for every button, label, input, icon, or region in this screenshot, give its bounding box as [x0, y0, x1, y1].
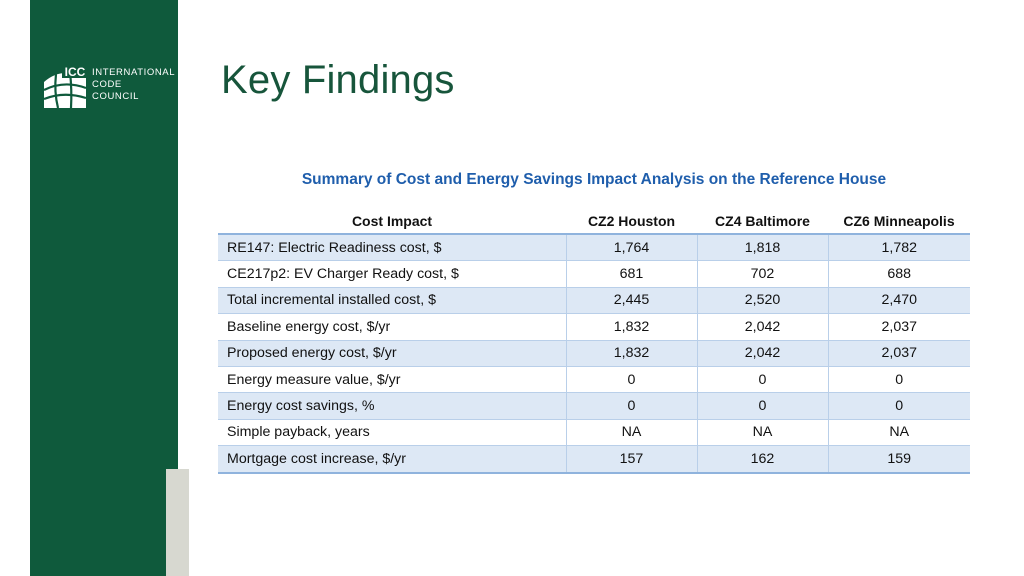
row-label: Energy cost savings, % [218, 392, 567, 420]
table-row: Energy measure value, $/yr 0 0 0 [218, 366, 970, 394]
row-label: Simple payback, years [218, 419, 567, 447]
cell-value: 688 [828, 260, 970, 288]
cost-summary-table: Cost Impact CZ2 Houston CZ4 Baltimore CZ… [218, 208, 970, 474]
row-label: Mortgage cost increase, $/yr [218, 445, 567, 474]
cell-value: 159 [828, 445, 970, 474]
cell-value: 1,832 [566, 313, 698, 341]
table-title: Summary of Cost and Energy Savings Impac… [301, 171, 887, 188]
header-cost-impact: Cost Impact [218, 208, 566, 235]
cell-value: 2,042 [697, 313, 829, 341]
cell-value: 0 [566, 392, 698, 420]
logo-wordmark: INTERNATIONAL CODE COUNCIL [92, 67, 175, 103]
header-cz4-baltimore: CZ4 Baltimore [697, 208, 828, 235]
header-cz2-houston: CZ2 Houston [566, 208, 697, 235]
cell-value: 1,832 [566, 340, 698, 367]
cell-value: 2,037 [828, 313, 970, 341]
cell-value: 0 [697, 392, 829, 420]
logo-letters: ICC [65, 65, 86, 79]
header-cz6-minneapolis: CZ6 Minneapolis [828, 208, 970, 235]
cell-value: 0 [697, 366, 829, 394]
logo-line-1: INTERNATIONAL [92, 67, 176, 78]
slide-title: Key Findings [221, 58, 455, 102]
cell-value: 2,042 [697, 340, 829, 367]
cell-value: 2,470 [828, 287, 970, 315]
row-label: RE147: Electric Readiness cost, $ [218, 234, 567, 262]
table-row: Total incremental installed cost, $ 2,44… [218, 287, 970, 315]
logo-line-3: COUNCIL [92, 91, 139, 102]
cell-value: 2,037 [828, 340, 970, 367]
cell-value: 702 [697, 260, 829, 288]
cell-value: 2,520 [697, 287, 829, 315]
sidebar-accent-bar [166, 469, 189, 576]
cell-value: 1,818 [697, 234, 829, 262]
row-label: Proposed energy cost, $/yr [218, 340, 567, 367]
row-label: Total incremental installed cost, $ [218, 287, 567, 315]
cell-value: 0 [828, 366, 970, 394]
cell-value: NA [566, 419, 698, 447]
cell-value: 1,782 [828, 234, 970, 262]
row-label: CE217p2: EV Charger Ready cost, $ [218, 260, 567, 288]
cell-value: 157 [566, 445, 698, 474]
table-row: Baseline energy cost, $/yr 1,832 2,042 2… [218, 313, 970, 341]
icc-globe-logo-icon: ICC [43, 64, 88, 109]
table-row: RE147: Electric Readiness cost, $ 1,764 … [218, 234, 970, 262]
cell-value: 0 [566, 366, 698, 394]
cell-value: NA [828, 419, 970, 447]
icc-logo: ICC INTERNATIONAL CODE COUNCIL [42, 64, 175, 112]
table-row: Energy cost savings, % 0 0 0 [218, 392, 970, 420]
table-row: Mortgage cost increase, $/yr 157 162 159 [218, 445, 970, 474]
cell-value: 162 [697, 445, 829, 474]
cell-value: 2,445 [566, 287, 698, 315]
cell-value: NA [697, 419, 829, 447]
table-row: CE217p2: EV Charger Ready cost, $ 681 70… [218, 260, 970, 288]
row-label: Energy measure value, $/yr [218, 366, 567, 394]
cell-value: 1,764 [566, 234, 698, 262]
logo-line-2: CODE [92, 79, 122, 90]
table-header-row: Cost Impact CZ2 Houston CZ4 Baltimore CZ… [218, 208, 970, 235]
table-row: Simple payback, years NA NA NA [218, 419, 970, 447]
row-label: Baseline energy cost, $/yr [218, 313, 567, 341]
cell-value: 681 [566, 260, 698, 288]
cell-value: 0 [828, 392, 970, 420]
table-row: Proposed energy cost, $/yr 1,832 2,042 2… [218, 340, 970, 367]
